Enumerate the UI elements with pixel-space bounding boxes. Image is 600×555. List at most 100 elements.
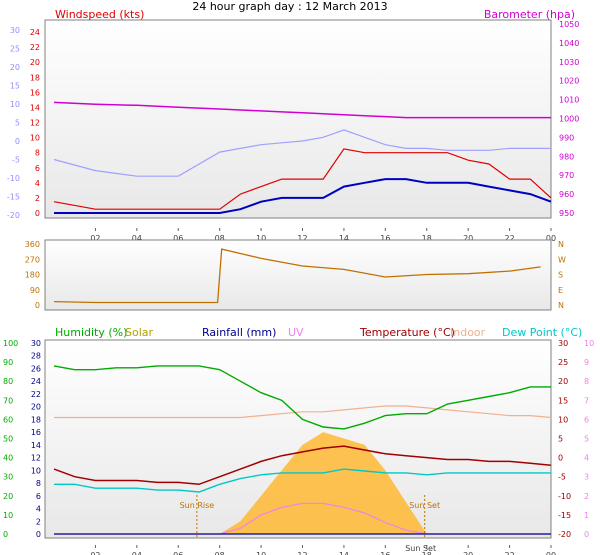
p3-x-tick-label: 04	[132, 551, 142, 555]
p1-baro-tick-label: 990	[559, 133, 574, 142]
p1-x-tick-label: 22	[504, 234, 514, 243]
p1-x-tick-label: 02	[90, 234, 100, 243]
p3-x-tick-label: 22	[504, 551, 514, 555]
p2-deg-tick-label: 90	[30, 286, 40, 295]
humidity-legend-label: Humidity (%)	[55, 326, 127, 339]
p3-humidity-tick-label: 30	[3, 473, 13, 482]
p1-wind-tick-label: 6	[35, 164, 40, 173]
p1-temp-tick-label: 30	[10, 26, 20, 35]
p3-uv-tick-label: 9	[584, 358, 589, 367]
p1-x-tick-label: 08	[215, 234, 225, 243]
p3-x-tick-label: 08	[215, 551, 225, 555]
sunrise-label: Sun Rise	[180, 501, 215, 510]
p1-x-tick-label: 12	[297, 234, 307, 243]
p3-temp-tick-label: 10	[558, 415, 568, 424]
dewpoint-line	[54, 468, 551, 493]
p3-x-tick-label: 16	[380, 551, 390, 555]
uv-legend-label: UV	[288, 326, 304, 339]
p1-temp-tick-label: 15	[10, 82, 20, 91]
p3-uv-tick-label: 10	[584, 339, 594, 348]
wind-direction-line	[53, 248, 541, 304]
p3-rain-tick-label: 16	[31, 428, 41, 437]
p1-wind-tick-label: 0	[35, 209, 40, 218]
indoor-legend-label: Indoor	[450, 326, 486, 339]
barometer-axis-label: Barometer (hpa)	[484, 8, 575, 21]
temperature-humidity-panel: Humidity (%)Solar Rainfall (mm) UV Temperat…	[3, 326, 594, 555]
p3-humidity-tick-label: 90	[3, 358, 13, 367]
p1-plot-area	[44, 19, 552, 219]
p3-uv-tick-label: 6	[584, 415, 589, 424]
p1-temp-tick-label: 5	[15, 119, 20, 128]
p3-uv-tick-label: 2	[584, 492, 589, 501]
p3-x-tick-label: 02	[90, 551, 100, 555]
graph-title: 24 hour graph day : 12 March 2013	[192, 0, 387, 13]
p1-x-tick-label: 00	[546, 234, 556, 243]
temperature-line	[53, 445, 552, 486]
p3-rain-tick-label: 6	[36, 492, 41, 501]
p3-temp-tick-label: 25	[558, 358, 568, 367]
p3-rain-tick-label: 10	[31, 466, 41, 475]
p3-x-tick-label: 20	[463, 551, 473, 555]
p3-temp-tick-label: -5	[558, 473, 566, 482]
p3-temp-tick-label: 5	[558, 435, 563, 444]
p1-wind-tick-label: 8	[35, 149, 40, 158]
p3-uv-tick-label: 1	[584, 511, 589, 520]
windspeed-line	[53, 148, 552, 210]
p3-x-tick-label: 12	[297, 551, 307, 555]
p3-temp-tick-label: -15	[558, 511, 571, 520]
p3-humidity-tick-label: 0	[3, 530, 8, 539]
p1-baro-tick-label: 1020	[559, 77, 579, 86]
humidity-line	[53, 365, 551, 430]
p3-humidity-tick-label: 50	[3, 435, 13, 444]
p3-rain-tick-label: 2	[36, 517, 41, 526]
p1-x-tick-label: 06	[173, 234, 183, 243]
p1-x-tick-label: 16	[380, 234, 390, 243]
p1-baro-tick-label: 950	[559, 209, 574, 218]
p2-deg-tick-label: 270	[25, 255, 40, 264]
p2-deg-tick-label: 360	[25, 240, 40, 249]
p1-x-tick-label: 10	[256, 234, 266, 243]
p3-rain-tick-label: 24	[31, 377, 41, 386]
p1-wind-tick-label: 24	[30, 28, 40, 37]
solar-area	[54, 432, 551, 534]
p1-baro-tick-label: 1030	[559, 58, 579, 67]
p3-rain-tick-label: 8	[36, 479, 41, 488]
p3-uv-tick-label: 5	[584, 435, 589, 444]
p1-baro-tick-label: 980	[559, 152, 574, 161]
p1-wind-tick-label: 14	[30, 103, 40, 112]
windspeed-axis-label: Windspeed (kts)	[55, 8, 144, 21]
average-wind-line	[54, 178, 552, 214]
p1-temp-tick-label: 20	[10, 63, 20, 72]
p1-x-tick-label: 04	[132, 234, 142, 243]
rainfall-legend-label: Rainfall (mm)	[202, 326, 276, 339]
p3-x-tick-label: 14	[339, 551, 349, 555]
p1-wind-tick-label: 18	[30, 73, 40, 82]
p3-rain-tick-label: 20	[31, 403, 41, 412]
p1-temp-tick-label: -5	[12, 156, 20, 165]
p1-wind-tick-label: 4	[35, 179, 40, 188]
p3-x-tick-label: 00	[546, 551, 556, 555]
p1-wind-tick-label: 10	[30, 134, 40, 143]
p1-baro-tick-label: 1000	[559, 115, 579, 124]
dewpoint-legend-label: Dew Point (°C)	[502, 326, 582, 339]
p3-temp-tick-label: 20	[558, 377, 568, 386]
p3-temp-tick-label: 0	[558, 454, 563, 463]
p1-baro-tick-label: 1010	[559, 96, 579, 105]
p3-uv-tick-label: 0	[584, 530, 589, 539]
p3-humidity-tick-label: 40	[3, 454, 13, 463]
p2-compass-tick-label: S	[558, 271, 563, 280]
p3-rain-tick-label: 30	[31, 339, 41, 348]
p1-baro-tick-label: 1040	[559, 39, 579, 48]
p1-baro-tick-label: 1050	[559, 20, 579, 29]
p2-deg-tick-label: 0	[35, 301, 40, 310]
p3-uv-tick-label: 7	[584, 396, 589, 405]
solar-legend-label: Solar	[125, 326, 154, 339]
p1-temp-tick-label: -15	[7, 193, 20, 202]
p2-compass-tick-label: E	[558, 286, 563, 295]
p1-wind-tick-label: 2	[35, 194, 40, 203]
p3-humidity-tick-label: 80	[3, 377, 13, 386]
p3-rain-tick-label: 14	[31, 441, 41, 450]
p3-humidity-tick-label: 100	[3, 339, 18, 348]
p3-uv-tick-label: 4	[584, 454, 589, 463]
